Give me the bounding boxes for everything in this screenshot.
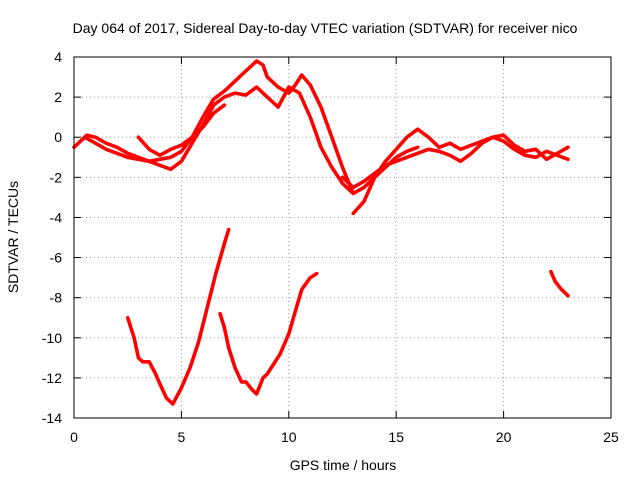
y-axis-label: SDTVAR / TECUs — [5, 181, 21, 293]
x-tick-label: 25 — [603, 429, 619, 445]
y-tick-label: -6 — [50, 250, 63, 266]
x-tick-label: 10 — [281, 429, 297, 445]
series-sat-b — [82, 59, 356, 196]
y-tick-label: -2 — [50, 169, 63, 185]
y-tick-label: 2 — [54, 89, 62, 105]
series-sat-a — [72, 85, 420, 196]
y-tick-label: -14 — [42, 410, 62, 426]
series-sat-c — [351, 127, 570, 216]
y-tick-label: 4 — [54, 49, 62, 65]
series-sat-h — [136, 103, 227, 158]
x-tick-label: 0 — [70, 429, 78, 445]
y-tick-label: -10 — [42, 330, 62, 346]
y-tick-labels: -14 -12 -10 -8 -6 -4 -2 0 2 4 — [42, 49, 62, 426]
x-tick-label: 5 — [178, 429, 186, 445]
grid — [74, 57, 611, 418]
y-tick-label: -8 — [50, 290, 63, 306]
x-tick-labels: 0 5 10 15 20 25 — [70, 429, 619, 445]
series-group — [72, 59, 570, 406]
series-sat-e — [125, 227, 231, 406]
x-tick-label: 15 — [388, 429, 404, 445]
axis-ticks — [73, 56, 612, 419]
series-sat-f — [218, 271, 319, 396]
plot-frame — [73, 56, 612, 419]
series-sat-g — [549, 269, 570, 298]
y-tick-label: -4 — [50, 209, 63, 225]
y-tick-label: 0 — [54, 129, 62, 145]
series-sat-d — [340, 135, 570, 190]
chart-title: Day 064 of 2017, Sidereal Day-to-day VTE… — [73, 20, 578, 36]
y-tick-label: -12 — [42, 370, 62, 386]
x-axis-label: GPS time / hours — [290, 457, 397, 473]
x-tick-label: 20 — [496, 429, 512, 445]
